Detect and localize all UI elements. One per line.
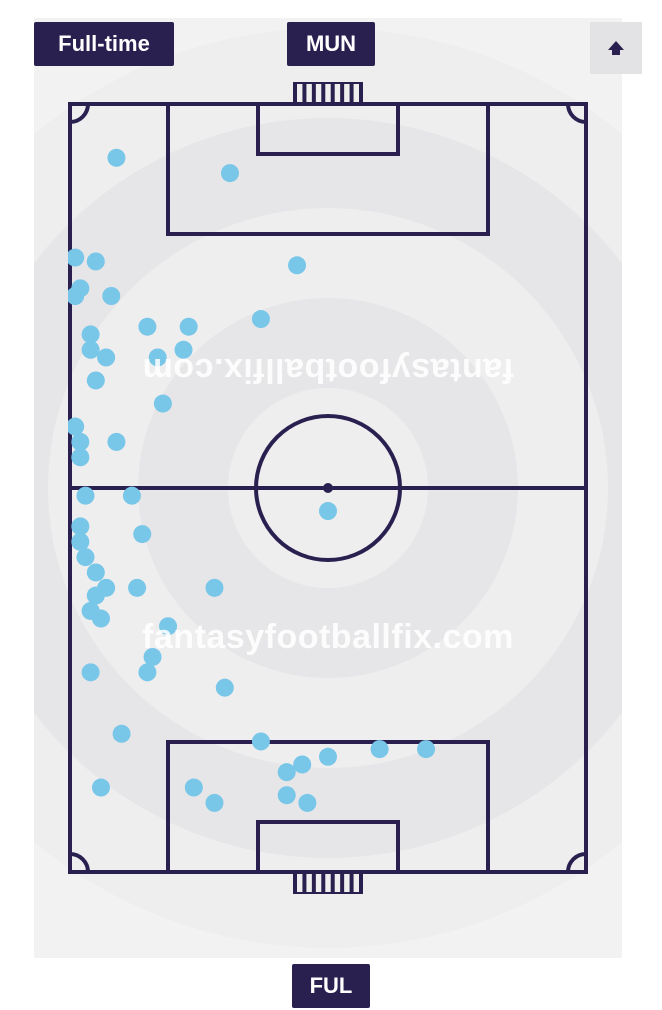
touch-point (149, 348, 167, 366)
football-pitch (68, 82, 588, 894)
touch-point (417, 740, 435, 758)
touch-point (87, 563, 105, 581)
touch-point (298, 794, 316, 812)
touch-point (221, 164, 239, 182)
touch-point (216, 679, 234, 697)
touch-point (175, 341, 193, 359)
touch-point (252, 732, 270, 750)
touch-point (87, 252, 105, 270)
touch-point (97, 348, 115, 366)
touch-point (76, 487, 94, 505)
touch-point (68, 249, 84, 267)
touch-point (87, 371, 105, 389)
arrow-up-icon (604, 36, 628, 60)
touch-point (71, 533, 89, 551)
chart-container: fantasyfootballfix.com fantasyfootballfi… (34, 18, 622, 958)
touch-point (371, 740, 389, 758)
team-top-badge: MUN (287, 22, 375, 66)
touch-point (82, 325, 100, 343)
touch-point (87, 587, 105, 605)
touch-point (205, 794, 223, 812)
team-bottom-badge: FUL (292, 964, 370, 1008)
touch-point (82, 663, 100, 681)
touch-point (288, 256, 306, 274)
touch-point (138, 663, 156, 681)
touch-point (138, 318, 156, 336)
touch-point (92, 779, 110, 797)
touch-point (82, 341, 100, 359)
touch-point (102, 287, 120, 305)
full-time-badge: Full-time (34, 22, 174, 66)
touch-point (154, 395, 172, 413)
touch-point (113, 725, 131, 743)
touch-point (278, 763, 296, 781)
touch-point (92, 610, 110, 628)
touch-point (107, 433, 125, 451)
touch-point (71, 433, 89, 451)
touch-point (76, 548, 94, 566)
touch-point (319, 748, 337, 766)
touch-point (278, 786, 296, 804)
touch-point (71, 448, 89, 466)
touch-point (293, 755, 311, 773)
touch-point (128, 579, 146, 597)
touch-point (319, 502, 337, 520)
touch-point (68, 418, 84, 436)
touch-point (123, 487, 141, 505)
full-time-label: Full-time (58, 31, 150, 57)
scroll-top-button[interactable] (590, 22, 642, 74)
touch-point (133, 525, 151, 543)
touch-point (205, 579, 223, 597)
touch-point (107, 149, 125, 167)
touch-point (71, 517, 89, 535)
team-bottom-label: FUL (310, 973, 353, 999)
touch-point (144, 648, 162, 666)
pitch-wrapper: fantasyfootballfix.com fantasyfootballfi… (68, 82, 588, 894)
touch-point (185, 779, 203, 797)
touch-point (252, 310, 270, 328)
team-top-label: MUN (306, 31, 356, 57)
touch-point (159, 617, 177, 635)
touch-point (180, 318, 198, 336)
